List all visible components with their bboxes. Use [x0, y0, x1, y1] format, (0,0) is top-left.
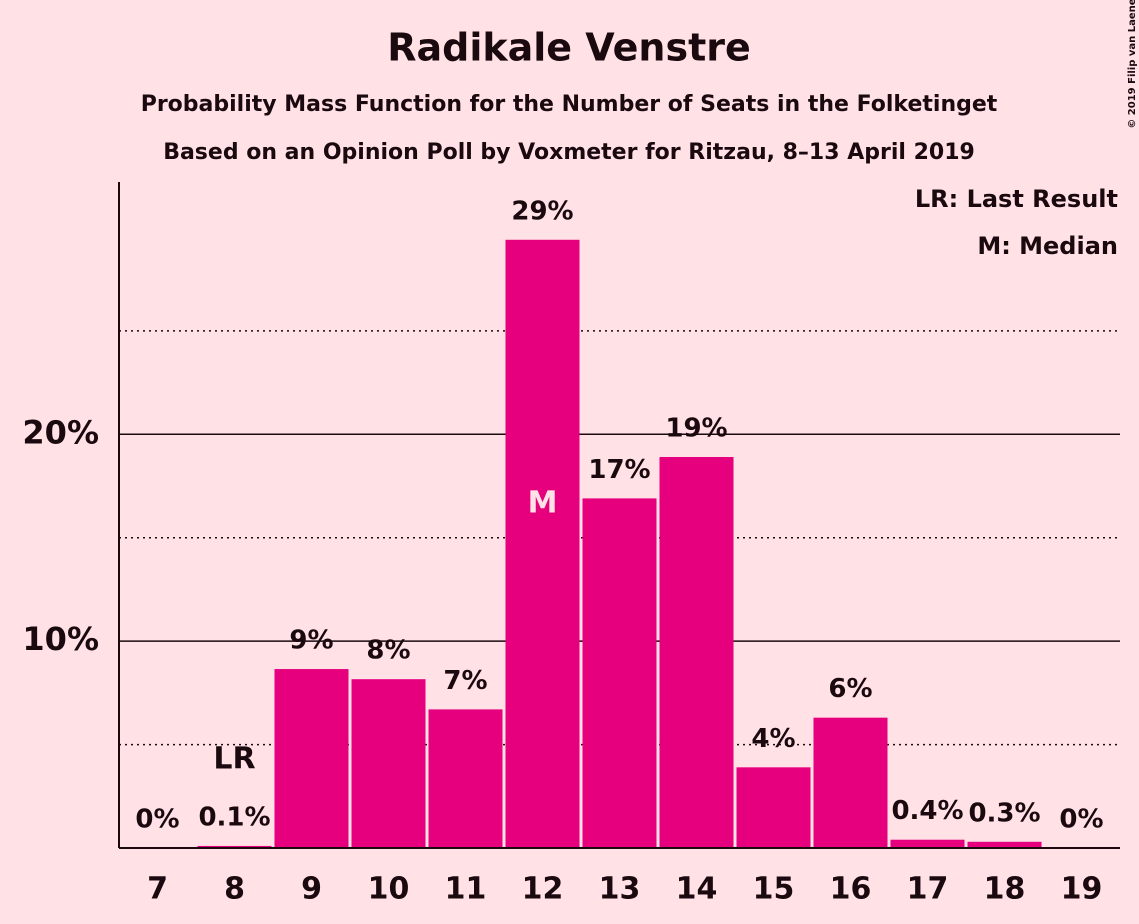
- x-tick-label: 18: [984, 872, 1026, 907]
- value-label: 4%: [751, 724, 795, 754]
- value-label: 0.1%: [198, 802, 270, 832]
- x-tick-label: 19: [1061, 872, 1103, 907]
- value-label: 29%: [511, 196, 573, 226]
- bar: [813, 717, 888, 848]
- chart-title: Radikale Venstre: [387, 26, 751, 70]
- value-label: 7%: [443, 666, 487, 696]
- x-tick-label: 7: [147, 872, 168, 907]
- bar: [351, 679, 426, 848]
- bar: [736, 767, 811, 848]
- bar: [967, 841, 1042, 848]
- x-tick-label: 13: [599, 872, 641, 907]
- x-tick-label: 15: [753, 872, 795, 907]
- bar: [428, 709, 503, 848]
- annotation: LR: [213, 741, 255, 776]
- x-tick-label: 14: [676, 872, 718, 907]
- annotation: M: [528, 485, 558, 520]
- copyright: © 2019 Filip van Laenen: [1127, 0, 1138, 129]
- x-tick-label: 16: [830, 872, 872, 907]
- value-label: 0.4%: [891, 796, 963, 826]
- chart-subtitle: Probability Mass Function for the Number…: [141, 92, 998, 117]
- chart-subtitle: Based on an Opinion Poll by Voxmeter for…: [163, 140, 975, 165]
- bar: [505, 239, 580, 849]
- bar: [197, 845, 272, 848]
- x-tick-label: 10: [368, 872, 410, 907]
- x-tick-label: 9: [301, 872, 322, 907]
- value-label: 19%: [665, 414, 727, 444]
- y-tick-label: 20%: [22, 413, 99, 451]
- value-label: 6%: [828, 674, 872, 704]
- x-tick-label: 12: [522, 872, 564, 907]
- x-tick-label: 11: [445, 872, 487, 907]
- value-label: 0%: [135, 805, 179, 835]
- value-label: 9%: [289, 626, 333, 656]
- value-label: 17%: [588, 455, 650, 485]
- x-tick-label: 17: [907, 872, 949, 907]
- value-label: 0%: [1059, 805, 1103, 835]
- value-label: 0.3%: [968, 798, 1040, 828]
- value-label: 8%: [366, 636, 410, 666]
- y-tick-label: 10%: [22, 620, 99, 658]
- bar: [890, 839, 965, 848]
- x-tick-label: 8: [224, 872, 245, 907]
- bar: [274, 669, 349, 848]
- legend-entry: LR: Last Result: [915, 185, 1118, 213]
- bar: [659, 457, 734, 848]
- bar: [582, 498, 657, 848]
- legend-entry: M: Median: [977, 232, 1118, 260]
